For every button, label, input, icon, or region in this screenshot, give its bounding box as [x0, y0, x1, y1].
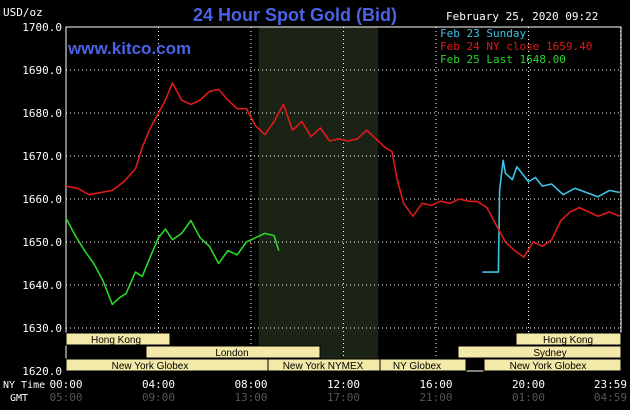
x-tick-label-gmt: 01:00: [512, 391, 545, 404]
y-tick-label: 1700.0: [22, 21, 62, 34]
y-tick-label: 1640.0: [22, 279, 62, 292]
ny-time-caption: NY Time: [3, 380, 45, 391]
session-hong-kong-left: [65, 332, 171, 346]
y-tick-label: 1620.0: [22, 365, 62, 378]
x-tick-label-gmt: 04:59: [594, 391, 627, 404]
session-hong-kong-left-label: Hong Kong: [91, 335, 141, 346]
x-tick-label-ny: 12:00: [327, 378, 360, 391]
session-hong-kong-right: [515, 332, 622, 346]
x-tick-label-gmt: 13:00: [234, 391, 267, 404]
session-sydney: [457, 345, 622, 359]
session-ny-globex-right: [483, 358, 622, 372]
x-tick-label-gmt: 21:00: [419, 391, 452, 404]
legend-last: Feb 25 Last 1648.00: [440, 53, 566, 66]
series-line-feb24-ny-close: [65, 82, 621, 258]
legend: Feb 23 Sunday Feb 24 NY close 1659.40 Fe…: [440, 27, 592, 66]
x-tick-label-ny: 23:59: [594, 378, 627, 391]
unit-label: USD/oz: [3, 6, 43, 19]
trading-sessions: Hong Kong London New York Globex New Yor…: [65, 332, 622, 372]
y-tick-label: 1660.0: [22, 193, 62, 206]
x-tick-label-gmt: 05:00: [49, 391, 82, 404]
series-lines: [65, 82, 621, 306]
y-axis-ticks: 1620.0 1630.0 1640.0 1650.0 1660.0 1670.0 1680…: [22, 21, 62, 378]
x-tick-label-ny: 20:00: [512, 378, 545, 391]
x-tick-label-ny: 00:00: [49, 378, 82, 391]
chart-title: 24 Hour Spot Gold (Bid): [193, 5, 397, 25]
session-sydney-label: Sydney: [533, 348, 566, 359]
session-hong-kong-right-label: Hong Kong: [543, 335, 593, 346]
y-tick-label: 1650.0: [22, 236, 62, 249]
session-london: [145, 345, 321, 359]
x-tick-label-gmt: 09:00: [142, 391, 175, 404]
legend-ny-close: Feb 24 NY close 1659.40: [440, 40, 592, 53]
y-tick-label: 1690.0: [22, 64, 62, 77]
y-tick-label: 1630.0: [22, 322, 62, 335]
session-ny-globex-mid: [379, 358, 467, 372]
session-ny-nymex-label: New York NYMEX: [283, 361, 364, 372]
x-tick-label-ny: 16:00: [419, 378, 452, 391]
session-ny-globex-left-label: New York Globex: [112, 361, 189, 372]
x-tick-label-ny: 08:00: [234, 378, 267, 391]
timestamp: February 25, 2020 09:22: [446, 10, 598, 23]
series-line-feb25-last: [65, 217, 280, 306]
watermark: www.kitco.com: [67, 39, 191, 58]
session-ny-globex-right-label: New York Globex: [510, 361, 587, 372]
series-line-feb23-sunday: [482, 159, 620, 273]
session-london-label: London: [215, 348, 248, 359]
gmt-caption: GMT: [10, 393, 28, 404]
y-tick-label: 1670.0: [22, 150, 62, 163]
session-ny-globex-mid-label: NY Globex: [393, 361, 441, 372]
legend-sunday: Feb 23 Sunday: [440, 27, 526, 40]
y-tick-label: 1680.0: [22, 107, 62, 120]
x-tick-label-ny: 04:00: [142, 378, 175, 391]
x-tick-label-gmt: 17:00: [327, 391, 360, 404]
